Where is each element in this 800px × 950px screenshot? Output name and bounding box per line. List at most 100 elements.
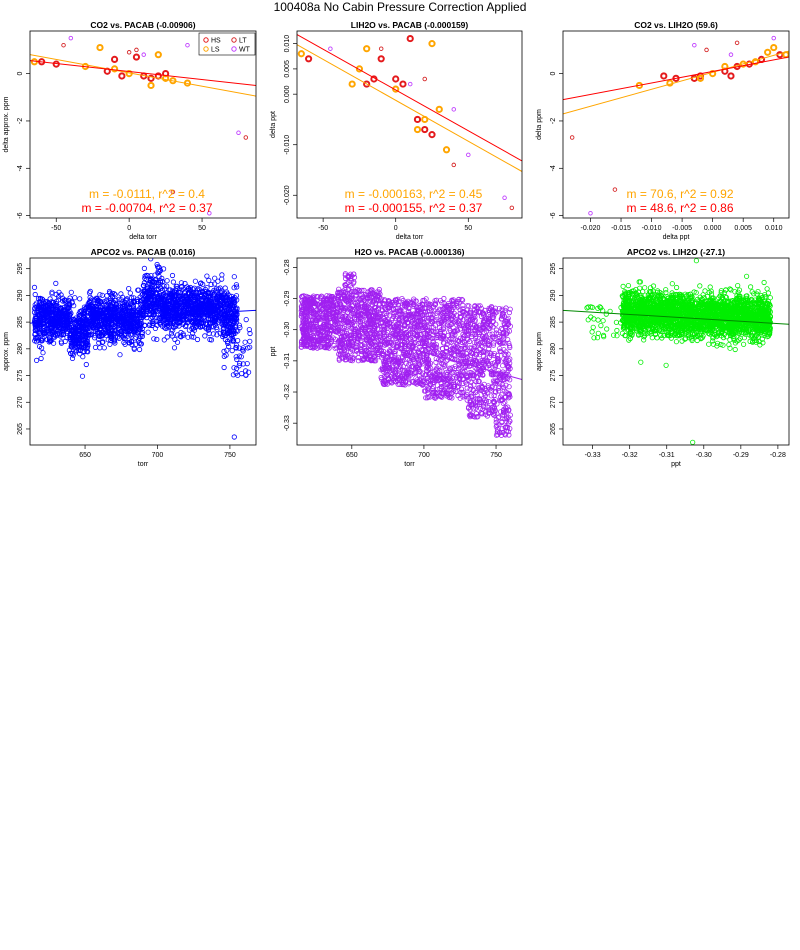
point (90, 311, 96, 317)
point (219, 321, 225, 327)
x-tick-label: -0.010 (642, 225, 662, 232)
point (496, 333, 502, 340)
point (479, 371, 486, 378)
point (480, 310, 486, 316)
y-tick-label: 265 (17, 423, 24, 435)
point (460, 369, 466, 375)
point (415, 318, 421, 324)
point (299, 324, 305, 330)
point (340, 318, 346, 324)
x-tick-label: 50 (198, 225, 206, 232)
point (53, 280, 59, 286)
point (462, 368, 468, 374)
point (406, 366, 412, 373)
point (214, 326, 220, 332)
point (176, 318, 182, 325)
y-tick-label: 295 (17, 263, 24, 275)
point (37, 316, 43, 323)
point (174, 339, 181, 345)
point (339, 314, 345, 320)
point (459, 296, 465, 303)
point (404, 356, 411, 362)
point (137, 346, 143, 353)
point (53, 291, 59, 297)
plot-frame (29, 30, 257, 219)
point (101, 323, 108, 329)
point (344, 330, 350, 336)
point (227, 310, 233, 316)
point (211, 319, 217, 325)
point (496, 383, 502, 389)
point (121, 339, 127, 346)
point (120, 325, 127, 332)
point (477, 303, 483, 309)
point (245, 345, 251, 351)
point (231, 338, 237, 344)
point (81, 331, 87, 337)
point (246, 369, 252, 375)
point (179, 308, 185, 314)
point (96, 340, 102, 346)
point (403, 360, 409, 366)
point-hs (132, 53, 141, 61)
point (429, 374, 435, 380)
point (135, 287, 141, 293)
x-tick-label: 0.005 (734, 225, 752, 232)
x-axis-label: delta torr (396, 234, 424, 241)
point (184, 301, 190, 307)
point (32, 325, 39, 331)
point-ls (96, 43, 104, 52)
point (116, 322, 122, 328)
point (176, 292, 182, 298)
legend-marker-ls (203, 46, 209, 52)
point (207, 307, 213, 313)
point (65, 306, 71, 312)
point (80, 336, 86, 342)
point (236, 322, 242, 328)
chart-panel-4: APCO2 vs. PACAB (0.016)650 700 75026527027… (3, 247, 257, 468)
point (151, 296, 157, 303)
point (231, 318, 238, 324)
point-ls (764, 48, 772, 56)
point (448, 383, 454, 389)
point (98, 325, 104, 332)
point (80, 343, 86, 349)
point (190, 289, 196, 296)
point (137, 309, 143, 315)
point (203, 326, 209, 332)
point (49, 289, 55, 295)
point (484, 413, 490, 419)
point (385, 350, 391, 356)
point (497, 409, 504, 415)
point (380, 379, 386, 385)
point (362, 329, 368, 335)
point (409, 345, 415, 351)
point (505, 428, 511, 435)
point (196, 316, 202, 322)
plot-frame (562, 30, 790, 219)
point (120, 324, 127, 330)
point (127, 325, 133, 332)
point (374, 331, 380, 337)
point (453, 300, 460, 307)
point (488, 393, 494, 399)
point-ls (442, 146, 451, 154)
point (230, 331, 236, 337)
point-lt (378, 46, 384, 51)
x-tick-label: -50 (318, 225, 328, 232)
point (117, 318, 123, 324)
point (207, 321, 213, 327)
point (242, 339, 248, 345)
point (438, 357, 444, 363)
point (38, 337, 45, 343)
point (496, 414, 502, 420)
point (425, 308, 431, 314)
point (190, 320, 196, 326)
point (189, 334, 195, 340)
point (164, 320, 170, 326)
point (382, 326, 388, 332)
point (231, 434, 237, 440)
point (454, 319, 460, 325)
point (351, 274, 358, 280)
fit-line-1 (563, 50, 789, 115)
